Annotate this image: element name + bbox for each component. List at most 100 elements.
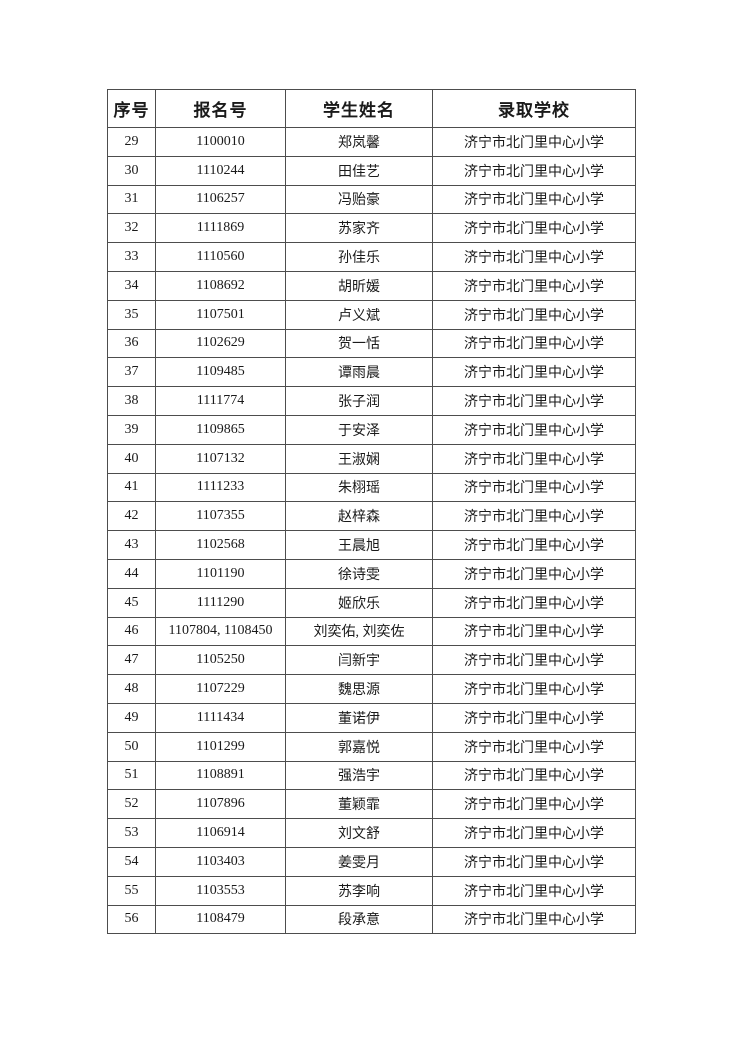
serial-number-cell: 37 [107, 357, 156, 388]
student-name-cell: 田佳艺 [285, 155, 433, 186]
admitted-school-cell: 济宁市北门里中心小学 [432, 616, 636, 647]
admitted-school-cell: 济宁市北门里中心小学 [432, 357, 636, 388]
registration-number-cell: 1101190 [155, 558, 286, 589]
registration-number-cell: 1103553 [155, 875, 286, 906]
table-row: 56 1108479 段承意 济宁市北门里中心小学 [107, 904, 636, 935]
registration-number-cell: 1108479 [155, 904, 286, 935]
admitted-school-cell: 济宁市北门里中心小学 [432, 674, 636, 704]
table-row: 54 1103403 姜雯月 济宁市北门里中心小学 [107, 846, 636, 877]
student-name-cell: 赵梓森 [285, 501, 433, 532]
admission-table: 序号 报名号 学生姓名 录取学校 29 1100010 郑岚馨 济宁市北门里中心小学 3… [107, 89, 636, 935]
registration-number-cell: 1109865 [155, 414, 286, 445]
serial-number-cell: 54 [107, 846, 156, 877]
serial-number-cell: 38 [107, 386, 156, 416]
serial-number-cell: 34 [107, 270, 156, 301]
admitted-school-cell: 济宁市北门里中心小学 [432, 760, 636, 791]
student-name-cell: 卢义斌 [285, 299, 433, 330]
serial-number-cell: 49 [107, 702, 156, 733]
admitted-school-cell: 济宁市北门里中心小学 [432, 846, 636, 877]
serial-number-cell: 35 [107, 299, 156, 330]
admitted-school-cell: 济宁市北门里中心小学 [432, 443, 636, 474]
serial-number-cell: 55 [107, 875, 156, 906]
admitted-school-cell: 济宁市北门里中心小学 [432, 530, 636, 560]
registration-number-cell: 1111434 [155, 702, 286, 733]
admitted-school-cell: 济宁市北门里中心小学 [432, 501, 636, 532]
registration-number-cell: 1108692 [155, 270, 286, 301]
header-serial-number: 序号 [107, 89, 156, 128]
admitted-school-cell: 济宁市北门里中心小学 [432, 587, 636, 618]
student-name-cell: 段承意 [285, 904, 433, 935]
serial-number-cell: 44 [107, 558, 156, 589]
serial-number-cell: 45 [107, 587, 156, 618]
student-name-cell: 王晨旭 [285, 530, 433, 560]
admitted-school-cell: 济宁市北门里中心小学 [432, 731, 636, 762]
registration-number-cell: 1107355 [155, 501, 286, 532]
registration-number-cell: 1111233 [155, 472, 286, 503]
student-name-cell: 苏李响 [285, 875, 433, 906]
serial-number-cell: 47 [107, 645, 156, 676]
serial-number-cell: 52 [107, 789, 156, 820]
student-name-cell: 姬欣乐 [285, 587, 433, 618]
table-row: 53 1106914 刘文舒 济宁市北门里中心小学 [107, 818, 636, 848]
serial-number-cell: 51 [107, 760, 156, 791]
student-name-cell: 朱栩瑶 [285, 472, 433, 503]
student-name-cell: 于安泽 [285, 414, 433, 445]
admitted-school-cell: 济宁市北门里中心小学 [432, 270, 636, 301]
admitted-school-cell: 济宁市北门里中心小学 [432, 702, 636, 733]
registration-number-cell: 1108891 [155, 760, 286, 791]
table-row: 49 1111434 董诺伊 济宁市北门里中心小学 [107, 702, 636, 733]
table-row: 50 1101299 郭嘉悦 济宁市北门里中心小学 [107, 731, 636, 762]
table-row: 47 1105250 闫新宇 济宁市北门里中心小学 [107, 645, 636, 676]
header-admitted-school: 录取学校 [432, 89, 636, 128]
registration-number-cell: 1107501 [155, 299, 286, 330]
admitted-school-cell: 济宁市北门里中心小学 [432, 184, 636, 215]
table-row: 46 1107804, 1108450 刘奕佑, 刘奕佐 济宁市北门里中心小学 [107, 616, 636, 647]
table-row: 37 1109485 谭雨晨 济宁市北门里中心小学 [107, 357, 636, 388]
table-row: 48 1107229 魏思源 济宁市北门里中心小学 [107, 674, 636, 704]
header-registration-number: 报名号 [155, 89, 286, 128]
admitted-school-cell: 济宁市北门里中心小学 [432, 558, 636, 589]
serial-number-cell: 40 [107, 443, 156, 474]
serial-number-cell: 33 [107, 242, 156, 272]
header-student-name: 学生姓名 [285, 89, 433, 128]
student-name-cell: 王淑娴 [285, 443, 433, 474]
registration-number-cell: 1106257 [155, 184, 286, 215]
student-name-cell: 董颖霏 [285, 789, 433, 820]
admitted-school-cell: 济宁市北门里中心小学 [432, 213, 636, 244]
student-name-cell: 徐诗雯 [285, 558, 433, 589]
registration-number-cell: 1102629 [155, 328, 286, 359]
serial-number-cell: 36 [107, 328, 156, 359]
table-row: 55 1103553 苏李响 济宁市北门里中心小学 [107, 875, 636, 906]
admitted-school-cell: 济宁市北门里中心小学 [432, 875, 636, 906]
admitted-school-cell: 济宁市北门里中心小学 [432, 789, 636, 820]
table-row: 39 1109865 于安泽 济宁市北门里中心小学 [107, 414, 636, 445]
serial-number-cell: 50 [107, 731, 156, 762]
registration-number-cell: 1110560 [155, 242, 286, 272]
student-name-cell: 郑岚馨 [285, 127, 433, 157]
table-header-row: 序号 报名号 学生姓名 录取学校 [107, 89, 636, 128]
registration-number-cell: 1107229 [155, 674, 286, 704]
serial-number-cell: 31 [107, 184, 156, 215]
student-name-cell: 姜雯月 [285, 846, 433, 877]
student-name-cell: 贺一恬 [285, 328, 433, 359]
registration-number-cell: 1107896 [155, 789, 286, 820]
serial-number-cell: 43 [107, 530, 156, 560]
serial-number-cell: 46 [107, 616, 156, 647]
registration-number-cell: 1110244 [155, 155, 286, 186]
registration-number-cell: 1111869 [155, 213, 286, 244]
admitted-school-cell: 济宁市北门里中心小学 [432, 299, 636, 330]
registration-number-cell: 1107804, 1108450 [155, 616, 286, 647]
student-name-cell: 孙佳乐 [285, 242, 433, 272]
admitted-school-cell: 济宁市北门里中心小学 [432, 155, 636, 186]
serial-number-cell: 41 [107, 472, 156, 503]
table-row: 44 1101190 徐诗雯 济宁市北门里中心小学 [107, 558, 636, 589]
table-row: 45 1111290 姬欣乐 济宁市北门里中心小学 [107, 587, 636, 618]
registration-number-cell: 1105250 [155, 645, 286, 676]
admitted-school-cell: 济宁市北门里中心小学 [432, 818, 636, 848]
table-row: 43 1102568 王晨旭 济宁市北门里中心小学 [107, 530, 636, 560]
serial-number-cell: 56 [107, 904, 156, 935]
table-row: 29 1100010 郑岚馨 济宁市北门里中心小学 [107, 127, 636, 157]
serial-number-cell: 39 [107, 414, 156, 445]
admitted-school-cell: 济宁市北门里中心小学 [432, 414, 636, 445]
